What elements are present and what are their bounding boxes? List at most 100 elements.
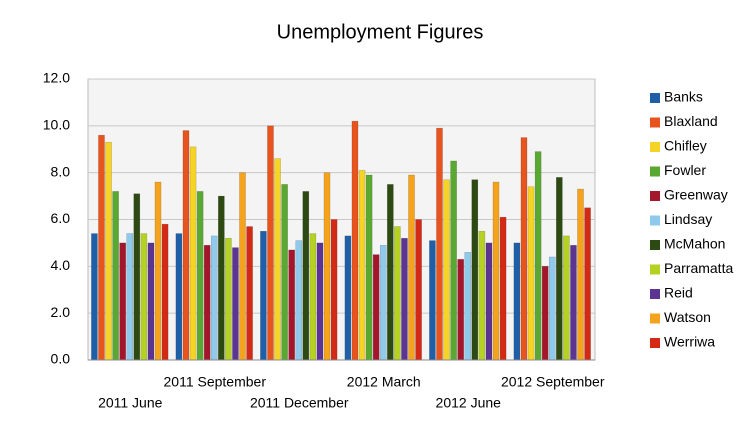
legend-label: Parramatta: [664, 260, 733, 276]
bar: [175, 233, 183, 361]
bar: [556, 177, 563, 361]
legend-swatch: [650, 264, 660, 275]
legend-label: Werriwa: [664, 334, 715, 350]
bar: [387, 184, 394, 361]
legend-label: Greenway: [664, 187, 728, 203]
bar: [351, 120, 359, 361]
bar: [189, 146, 197, 361]
bar: [218, 195, 225, 361]
bar: [281, 184, 288, 361]
bar: [323, 172, 331, 361]
bar: [196, 191, 204, 361]
x-tick-label: 2012 March: [347, 374, 421, 390]
bar: [415, 219, 422, 361]
bar: [302, 191, 310, 361]
chart-title: Unemployment Figures: [277, 21, 484, 43]
bar: [210, 235, 218, 361]
bar: [478, 230, 486, 361]
bar: [330, 219, 338, 361]
bar: [443, 179, 450, 361]
bar: [485, 242, 493, 361]
y-tick-label: 4.0: [51, 257, 71, 273]
bar: [548, 256, 556, 361]
legend-swatch: [650, 289, 660, 299]
bar: [161, 223, 169, 361]
bar: [358, 170, 366, 361]
bar: [471, 179, 479, 361]
bar: [203, 245, 211, 361]
bar: [464, 252, 472, 361]
legend-label: Blaxland: [664, 113, 718, 129]
legend-label: Fowler: [664, 162, 706, 178]
bar: [513, 242, 521, 361]
bar: [499, 216, 507, 361]
bar: [133, 193, 141, 361]
bar: [541, 266, 549, 361]
legend-swatch: [650, 338, 660, 348]
legend-swatch: [650, 215, 660, 226]
bar: [365, 174, 373, 361]
bar: [394, 226, 401, 361]
bar: [105, 141, 112, 361]
bar: [344, 235, 352, 361]
y-tick-label: 8.0: [51, 163, 71, 179]
bar: [98, 134, 105, 361]
bar: [154, 181, 162, 361]
bar: [246, 226, 253, 361]
legend-label: Chifley: [664, 138, 707, 154]
y-tick-label: 10.0: [43, 117, 70, 133]
legend-label: Banks: [664, 89, 703, 105]
x-tick-label: 2012 September: [501, 374, 605, 390]
bar: [450, 160, 457, 361]
bar: [288, 249, 295, 361]
bar: [534, 151, 542, 361]
legend-swatch: [650, 93, 660, 103]
bar: [140, 233, 148, 361]
bar: [112, 191, 119, 361]
legend-label: Reid: [664, 285, 693, 301]
bar: [232, 247, 239, 361]
bar: [436, 127, 443, 361]
legend-swatch: [650, 117, 660, 128]
x-tick-label: 2011 December: [250, 395, 349, 411]
y-tick-label: 12.0: [43, 70, 70, 86]
x-tick-label: 2011 September: [164, 374, 267, 390]
bar: [182, 130, 190, 361]
bar: [225, 237, 232, 361]
y-tick-label: 0.0: [51, 351, 71, 367]
legend-swatch: [650, 166, 660, 177]
bar: [408, 174, 415, 361]
bar: [457, 259, 464, 361]
legend-label: Watson: [664, 309, 711, 325]
bar: [401, 237, 408, 361]
legend-swatch: [650, 191, 660, 201]
legend-label: McMahon: [664, 236, 725, 252]
bar: [372, 254, 380, 361]
bar: [316, 242, 324, 361]
bar: [563, 235, 570, 361]
y-tick-label: 2.0: [51, 304, 71, 320]
bar: [492, 181, 500, 361]
bar: [309, 233, 317, 361]
x-tick-label: 2012 June: [436, 395, 502, 411]
bar: [126, 233, 134, 361]
bar: [577, 188, 584, 361]
legend-swatch: [650, 142, 660, 152]
bar: [379, 245, 387, 361]
legend-swatch: [650, 240, 660, 250]
bar: [520, 137, 528, 361]
bar: [119, 242, 126, 361]
y-tick-label: 6.0: [51, 210, 71, 226]
x-tick-label: 2011 June: [98, 395, 163, 411]
bar: [267, 125, 274, 361]
bar: [274, 158, 281, 361]
bar: [429, 240, 436, 361]
bar: [260, 230, 267, 361]
bar: [527, 186, 535, 361]
legend-label: Lindsay: [664, 211, 712, 227]
bar: [91, 233, 98, 361]
bar: [147, 242, 155, 361]
legend-swatch: [650, 313, 660, 324]
bar: [584, 207, 591, 361]
